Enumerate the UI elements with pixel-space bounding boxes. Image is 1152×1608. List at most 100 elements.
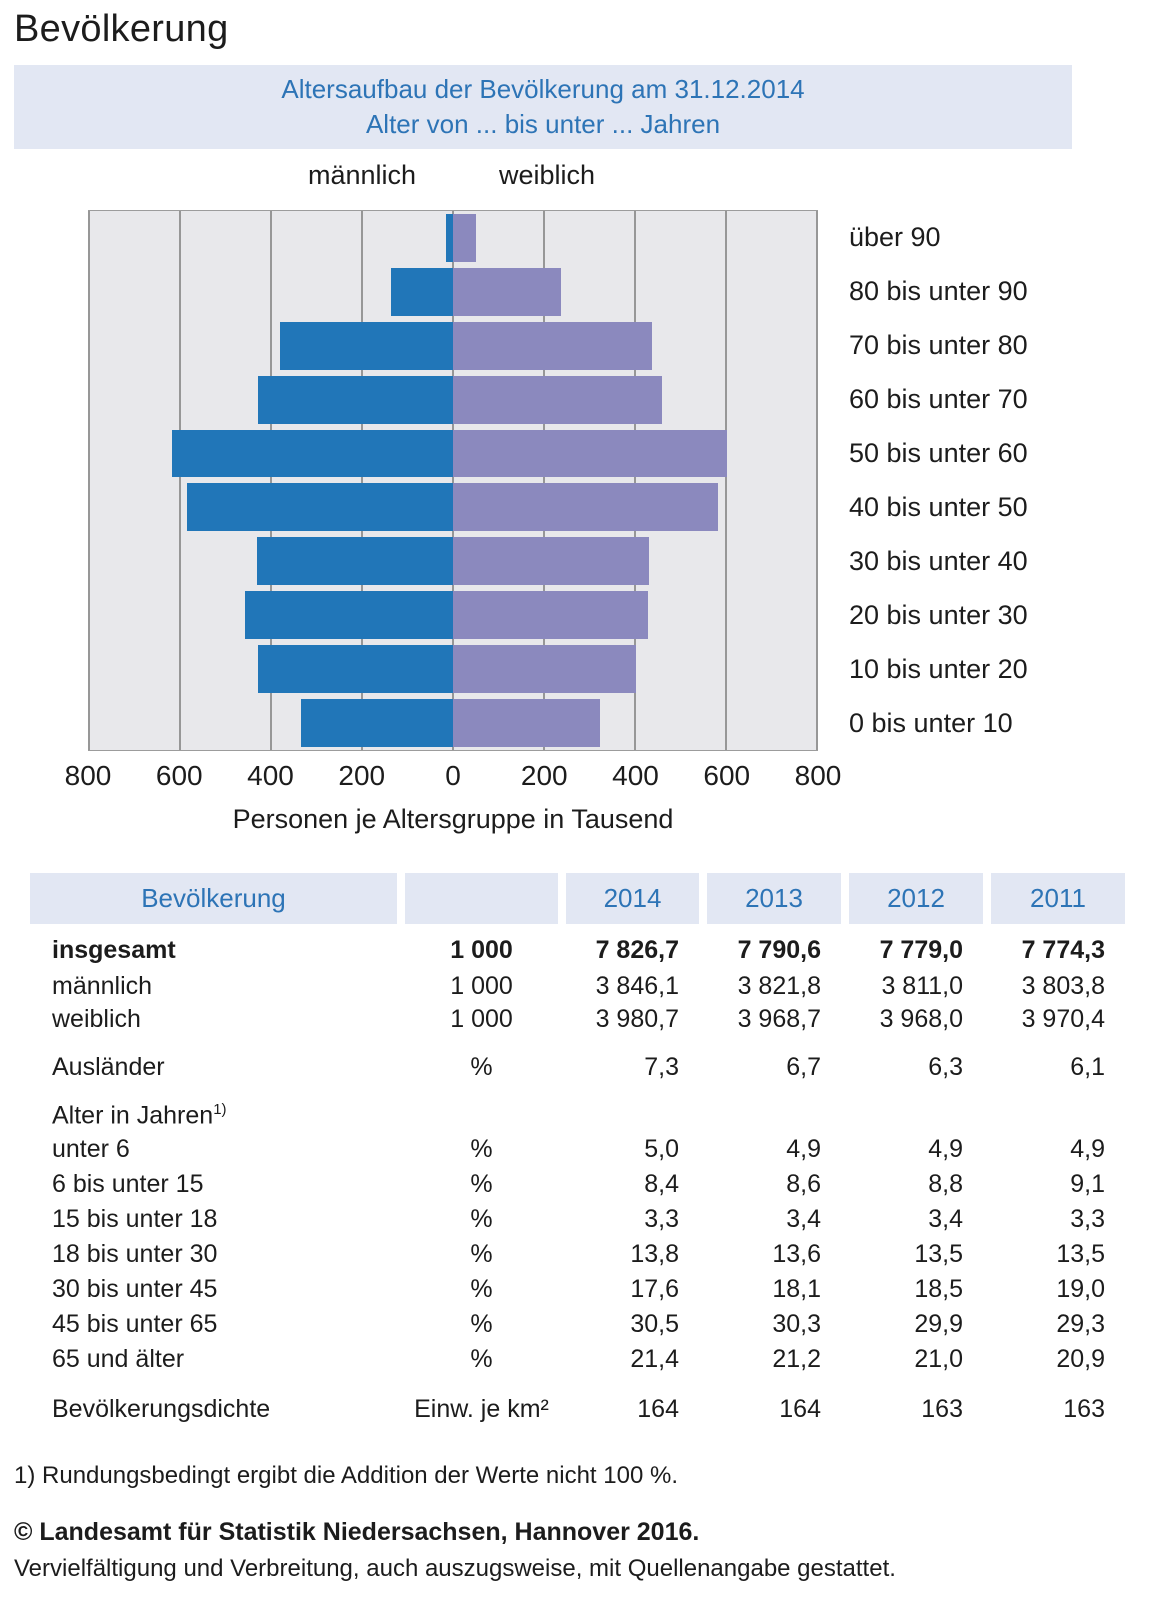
row-value-cell: 164 [779, 1395, 821, 1423]
male-bar [187, 483, 453, 532]
x-axis-tick: 800 [64, 760, 112, 791]
header-title-cell: Bevölkerung [30, 873, 397, 924]
gridline [816, 211, 818, 750]
row-unit-cell: % [470, 1053, 493, 1081]
row-value-cell: 6,7 [786, 1053, 821, 1081]
row-value-cell: 18,1 [772, 1275, 821, 1303]
row-unit-cell: % [470, 1135, 493, 1163]
row-value-cell: 13,8 [630, 1240, 679, 1268]
gridline [270, 211, 272, 750]
female-bar [453, 537, 650, 586]
table-row: männlich 1 000 3 846,1 3 821,8 3 811,0 3 803,… [30, 970, 1125, 1003]
row-value-cell: 3 968,0 [879, 1005, 963, 1033]
gridline [452, 211, 454, 750]
row-label-cell: Alter in Jahren1) [52, 1100, 227, 1130]
age-group-label: über 90 [849, 221, 941, 252]
row-label-cell: unter 6 [52, 1135, 130, 1163]
x-axis-tick: 400 [247, 760, 294, 791]
x-axis-tick: 200 [520, 760, 568, 791]
page-title: Bevölkerung [14, 8, 229, 50]
x-axis-tick: 800 [794, 760, 842, 791]
female-bar [453, 699, 600, 747]
row-value-cell: 3 968,7 [737, 1005, 821, 1033]
female-bar [453, 321, 653, 370]
row-value-cell: 7 826,7 [595, 935, 679, 964]
male-bar [391, 267, 453, 316]
row-value-cell: 17,6 [630, 1275, 679, 1303]
age-group-label: 40 bis unter 50 [849, 492, 1028, 523]
row-value-cell: 21,0 [914, 1345, 963, 1373]
row-label-cell: 15 bis unter 18 [52, 1205, 218, 1233]
row-value-cell: 8,4 [644, 1170, 679, 1198]
row-value-cell: 7,3 [644, 1053, 679, 1081]
male-bar [171, 429, 453, 478]
legend-female-label: weiblich [498, 160, 596, 190]
row-unit-cell: 1 000 [450, 972, 513, 1000]
row-label-cell: Ausländer [52, 1053, 165, 1081]
row-value-cell: 3 803,8 [1021, 972, 1105, 1000]
x-axis-tick: 600 [155, 760, 203, 791]
row-unit-cell: % [470, 1205, 493, 1233]
pyramid-row [89, 588, 817, 642]
row-value-cell: 3 846,1 [595, 972, 679, 1000]
female-bar [453, 267, 562, 316]
pyramid-row [89, 373, 817, 427]
row-label-cell: weiblich [52, 1005, 141, 1033]
row-unit-cell: 1 000 [450, 1005, 513, 1033]
row-value-cell: 7 790,6 [737, 935, 821, 964]
footnote-marker: 1) [213, 1100, 227, 1118]
row-label-cell: insgesamt [52, 935, 176, 964]
row-value-cell: 3,3 [1070, 1205, 1105, 1233]
male-bar [258, 645, 453, 694]
row-value-cell: 8,6 [786, 1170, 821, 1198]
chart-title-line1: Altersaufbau der Bevölkerung am 31.12.20… [281, 74, 805, 104]
row-value-cell: 13,5 [1056, 1240, 1105, 1268]
gridline [634, 211, 636, 750]
row-unit-cell: Einw. je km² [414, 1395, 549, 1423]
row-value-cell: 163 [921, 1395, 963, 1423]
row-value-cell: 3,4 [928, 1205, 963, 1233]
table-row: 30 bis unter 45% 17,6 18,1 18,5 19,0 [30, 1272, 1125, 1307]
age-group-label: 80 bis unter 90 [849, 275, 1028, 306]
female-bar [453, 375, 662, 424]
x-axis-tick: 600 [703, 760, 751, 791]
x-axis-ticks: 800 600 400 200 0 200 400 600 800 [65, 760, 842, 792]
male-bar [245, 591, 453, 640]
pyramid-row [89, 534, 817, 588]
header-year-cell: 2014 [566, 873, 699, 924]
row-value-cell: 3 980,7 [595, 1005, 679, 1033]
row-value-cell: 163 [1063, 1395, 1105, 1423]
row-value-cell: 13,5 [914, 1240, 963, 1268]
row-label-cell: 30 bis unter 45 [52, 1275, 218, 1303]
row-value-cell: 6,1 [1070, 1053, 1105, 1081]
row-label-cell: Bevölkerungsdichte [52, 1395, 271, 1423]
table-row: Ausländer% 7,3 6,7 6,3 6,1 [30, 1051, 1125, 1084]
table-row: 45 bis unter 65% 30,5 30,3 29,9 29,3 [30, 1307, 1125, 1342]
row-value-cell: 29,3 [1056, 1310, 1105, 1338]
copyright-block: © Landesamt für Statistik Niedersachsen,… [14, 1518, 896, 1583]
x-axis-label: Personen je Altersgruppe in Tausend [232, 804, 674, 834]
row-value-cell: 8,8 [928, 1170, 963, 1198]
row-value-cell: 6,3 [928, 1053, 963, 1081]
gridline [361, 211, 363, 750]
table-row: 65 und älter% 21,4 21,2 21,0 20,9 [30, 1342, 1125, 1377]
table-row: unter 6% 5,0 4,9 4,9 4,9 [30, 1132, 1125, 1167]
header-year-cell: 2013 [707, 873, 841, 924]
row-value-cell: 4,9 [928, 1135, 963, 1163]
header-year-cell: 2012 [849, 873, 983, 924]
row-value-cell: 7 774,3 [1021, 935, 1105, 964]
legend-male-label: männlich [307, 160, 417, 190]
row-value-cell: 3,3 [644, 1205, 679, 1233]
row-value-cell: 19,0 [1056, 1275, 1105, 1303]
row-value-cell: 164 [637, 1395, 679, 1423]
row-value-cell: 3 970,4 [1021, 1005, 1105, 1033]
row-value-cell: 30,3 [772, 1310, 821, 1338]
male-bar [445, 214, 453, 262]
age-group-label: 70 bis unter 80 [849, 329, 1028, 360]
age-group-label: 50 bis unter 60 [849, 437, 1028, 468]
row-value-cell: 29,9 [914, 1310, 963, 1338]
population-table: Bevölkerung 2014 2013 2012 2011 insgesamt 1 … [30, 873, 1125, 1427]
x-axis-tick: 400 [612, 760, 659, 791]
age-group-label: 60 bis unter 70 [849, 383, 1028, 414]
